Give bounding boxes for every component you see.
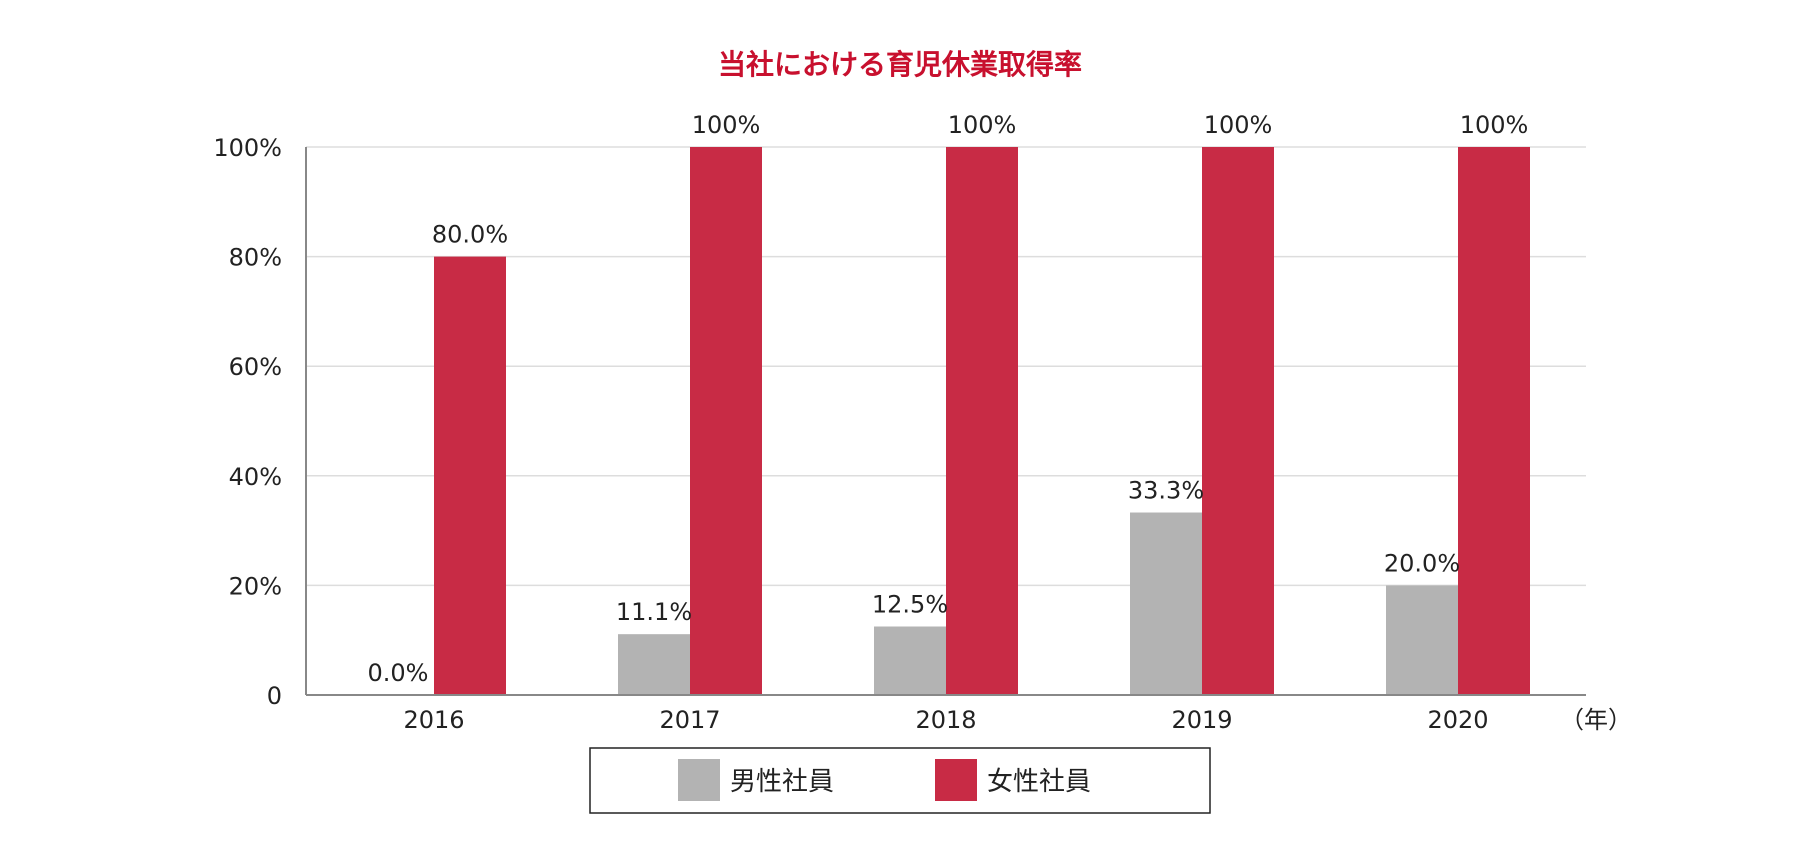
data-label-male-2016: 0.0% <box>368 659 429 687</box>
bar-male-2018 <box>874 626 946 695</box>
bar-male-2017 <box>618 634 690 695</box>
x-axis-unit: （年） <box>1560 706 1632 734</box>
data-label-male-2020: 20.0% <box>1384 549 1460 577</box>
y-tick-label: 40% <box>229 463 282 491</box>
legend-label-female: 女性社員 <box>987 767 1091 797</box>
data-label-female-2018: 100% <box>948 111 1017 139</box>
bar-female-2016 <box>434 256 506 695</box>
data-label-female-2020: 100% <box>1460 111 1529 139</box>
data-label-male-2017: 11.1% <box>616 598 692 626</box>
x-axis-ticks: 2016 2017 2018 2019 2020 <box>403 706 1488 734</box>
legend-label-male: 男性社員 <box>730 767 834 797</box>
bar-labels: 0.0% 80.0% 11.1% 100% 12.5% 100% 33.3% 100% 20.0… <box>368 111 1529 687</box>
y-tick-label: 20% <box>229 572 282 600</box>
bar-female-2019 <box>1202 147 1274 695</box>
data-label-female-2019: 100% <box>1204 111 1273 139</box>
bar-female-2017 <box>690 147 762 695</box>
bar-female-2018 <box>946 147 1018 695</box>
bar-male-2019 <box>1130 512 1202 695</box>
bars <box>434 147 1530 695</box>
data-label-female-2017: 100% <box>692 111 761 139</box>
y-axis-ticks: 0 20% 40% 60% 80% 100% <box>213 134 282 710</box>
data-label-female-2016: 80.0% <box>432 221 508 249</box>
x-tick-label: 2017 <box>659 706 720 734</box>
y-tick-label: 100% <box>213 134 282 162</box>
x-tick-label: 2016 <box>403 706 464 734</box>
y-tick-label: 60% <box>229 353 282 381</box>
chart-title: 当社における育児休業取得率 <box>718 48 1082 81</box>
data-label-male-2018: 12.5% <box>872 591 948 619</box>
legend-swatch-male <box>678 759 720 801</box>
legend-swatch-female <box>935 759 977 801</box>
x-tick-label: 2019 <box>1171 706 1232 734</box>
data-label-male-2019: 33.3% <box>1128 477 1204 505</box>
legend: 男性社員 女性社員 <box>589 747 1211 814</box>
bar-male-2020 <box>1386 585 1458 695</box>
bar-female-2020 <box>1458 147 1530 695</box>
x-tick-label: 2018 <box>915 706 976 734</box>
y-tick-label: 0 <box>267 682 282 710</box>
x-tick-label: 2020 <box>1427 706 1488 734</box>
y-tick-label: 80% <box>229 244 282 272</box>
